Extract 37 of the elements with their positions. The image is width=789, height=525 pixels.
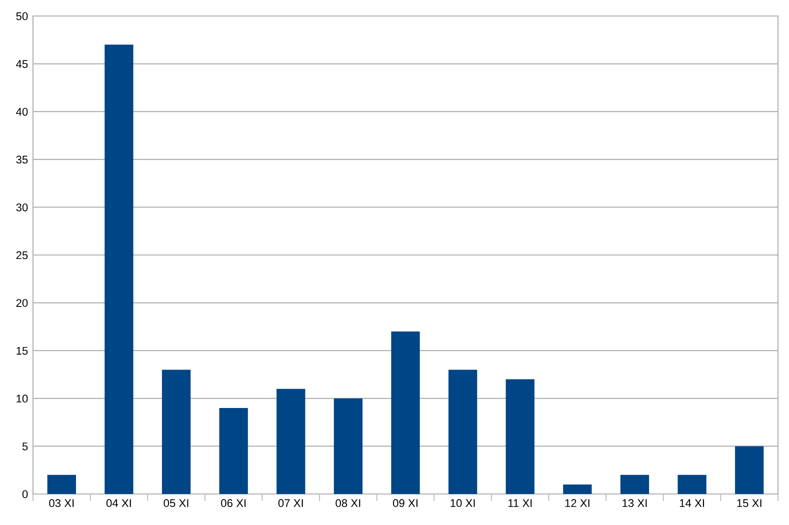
- bar: [276, 388, 306, 494]
- x-tick-label: 08 XI: [336, 499, 360, 508]
- x-tick-label: 15 XI: [737, 499, 762, 508]
- x-tick-label: 03 XI: [49, 499, 74, 508]
- x-tick-label: 06 XI: [221, 499, 246, 508]
- bar: [219, 408, 248, 494]
- y-tick-label: 50: [16, 12, 28, 20]
- y-tick-label: 30: [16, 203, 28, 212]
- bar: [506, 379, 534, 494]
- y-tick-label: 20: [16, 299, 28, 307]
- y-tick-label: 25: [16, 251, 28, 260]
- bar: [104, 44, 134, 494]
- y-tick-label: 5: [22, 442, 28, 450]
- x-tick-label: 10 XI: [450, 499, 475, 508]
- bar: [620, 474, 650, 494]
- bar: [162, 370, 191, 494]
- y-tick-label: 10: [16, 394, 28, 403]
- y-tick-label: 45: [16, 60, 28, 68]
- bar: [735, 446, 764, 494]
- bar: [334, 398, 363, 494]
- x-tick-label: 04 XI: [106, 499, 131, 508]
- x-tick-label: 11 XI: [508, 499, 532, 507]
- y-tick-label: 35: [16, 156, 28, 164]
- x-tick-label: 05 XI: [164, 499, 188, 508]
- x-tick-label: 13 XI: [622, 499, 647, 508]
- bar: [448, 370, 478, 494]
- bar: [391, 331, 420, 494]
- x-tick-label: 09 XI: [392, 499, 418, 508]
- bar: [47, 474, 76, 494]
- bar: [678, 474, 706, 494]
- y-tick-label: 15: [16, 346, 28, 355]
- y-tick-label: 40: [16, 108, 28, 116]
- bar: [563, 484, 592, 494]
- y-tick-label: 0: [22, 490, 28, 498]
- x-tick-label: 07 XI: [278, 499, 303, 508]
- x-tick-label: 12 XI: [565, 499, 590, 507]
- x-tick-label: 14 XI: [680, 499, 704, 507]
